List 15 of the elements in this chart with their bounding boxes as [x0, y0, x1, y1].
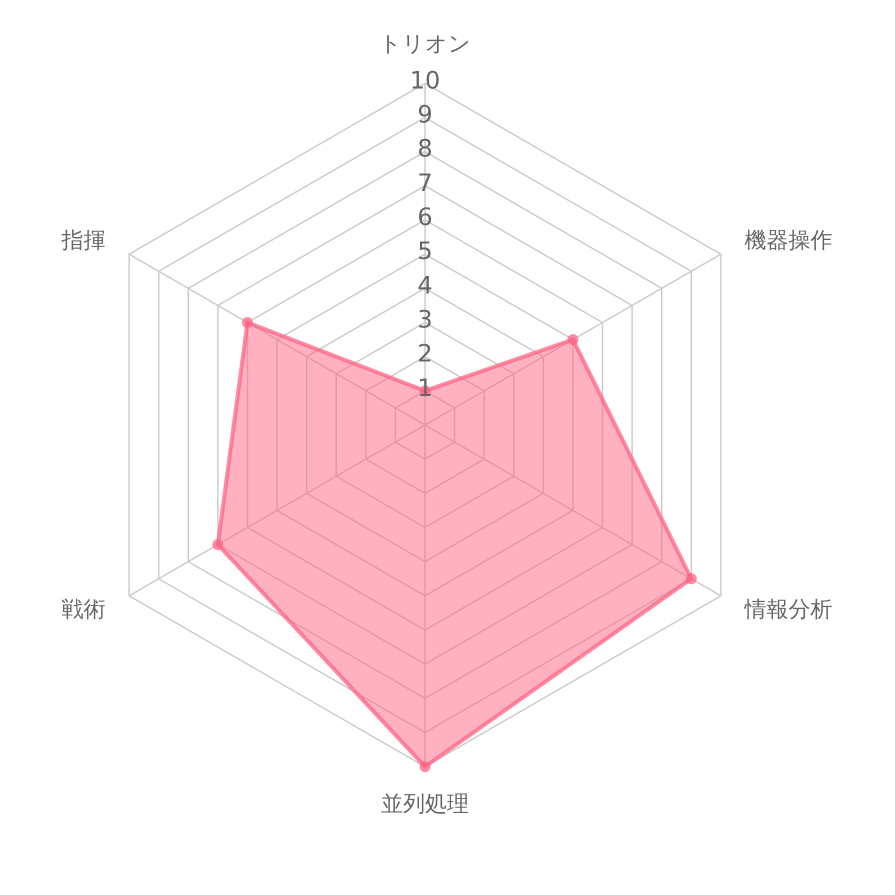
spoke-label: 並列処理 — [381, 792, 469, 817]
y-tick-label: 5 — [417, 237, 433, 266]
y-tick-label: 8 — [417, 134, 433, 163]
y-tick-label: 3 — [417, 306, 433, 334]
y-tick-label: 2 — [417, 340, 433, 368]
spoke-label: 戦術 — [61, 598, 106, 622]
y-tick-label: 9 — [417, 100, 433, 128]
spoke-label: トリオン — [379, 32, 471, 57]
y-tick-label: 10 — [410, 66, 440, 94]
spoke-label: 情報分析 — [744, 598, 833, 622]
y-tick-label: 7 — [417, 168, 433, 197]
spoke-label: 機器操作 — [744, 228, 833, 254]
spoke-label: 指揮 — [60, 228, 106, 254]
y-tick-label: 4 — [417, 271, 433, 300]
y-tick-label: 6 — [417, 203, 433, 231]
